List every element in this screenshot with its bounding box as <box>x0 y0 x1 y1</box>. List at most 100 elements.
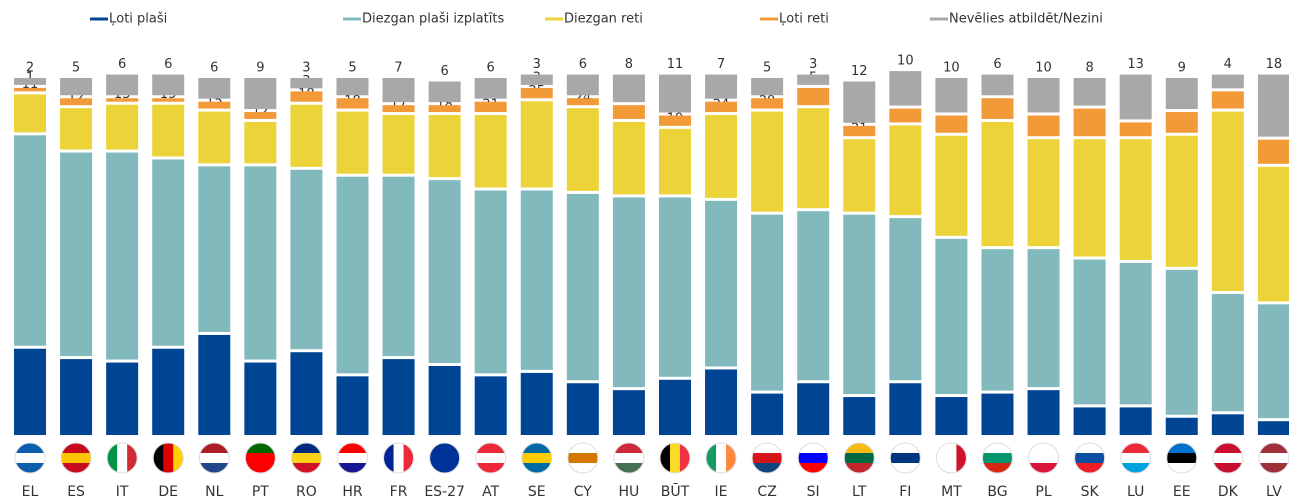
bar-segment <box>520 101 553 188</box>
bar-segment <box>843 81 876 123</box>
bar-segment <box>751 214 784 391</box>
flag-stripe <box>716 443 727 473</box>
bar-segment <box>14 78 46 85</box>
bar-segment <box>60 98 93 106</box>
flag-border <box>797 442 829 474</box>
flag-stripe <box>613 443 644 454</box>
flag-stripe <box>199 463 230 473</box>
flag <box>844 443 875 473</box>
bar-segment <box>1119 74 1152 120</box>
flag-stripe <box>475 443 506 454</box>
bar-segment <box>14 87 46 92</box>
bar-segment <box>290 169 323 350</box>
bar-segment <box>751 393 784 435</box>
flag <box>337 443 368 473</box>
bar-segment <box>1211 111 1244 291</box>
value-label: 4 <box>1224 57 1232 72</box>
flag-stripe <box>245 453 276 464</box>
bar-segment <box>935 78 968 113</box>
bar-segment <box>290 78 323 89</box>
flag-stripe <box>669 443 681 473</box>
flag-stripe <box>1074 453 1105 464</box>
flag-stripe <box>475 453 506 464</box>
bar-segment <box>1119 407 1152 435</box>
x-tick-label: IE <box>715 484 728 500</box>
value-label: 3 <box>302 61 310 76</box>
flag-stripe <box>844 453 875 464</box>
flag-stripe <box>890 453 921 464</box>
bar-segment <box>198 111 231 164</box>
bar-segment <box>981 249 1014 391</box>
legend-label: Ļoti plaši <box>109 12 167 27</box>
flag-stripe <box>1166 463 1197 473</box>
bar-segment <box>244 78 277 110</box>
flag-border <box>152 442 184 474</box>
bar-segment <box>1027 115 1060 137</box>
flag-border <box>1028 442 1060 474</box>
bar-segment <box>658 197 691 377</box>
value-label: 1 <box>26 70 34 85</box>
legend-label: Ļoti reti <box>779 12 829 27</box>
value-label: 6 <box>164 57 172 72</box>
x-tick-label: DE <box>158 484 178 500</box>
flag <box>61 443 92 473</box>
flag-stripe <box>337 463 368 473</box>
flag-border <box>521 442 553 474</box>
flag <box>659 443 690 473</box>
flag-stripe <box>982 463 1013 473</box>
bar-segment <box>1211 74 1244 89</box>
bar-segment <box>152 74 185 96</box>
bar-segment <box>935 135 968 236</box>
bar-segment <box>244 166 277 360</box>
bar-segment <box>382 78 415 103</box>
x-tick-label: LT <box>852 484 867 500</box>
bar-segment <box>520 87 553 99</box>
value-label: 2 <box>26 61 34 76</box>
x-tick-label: ES-27 <box>424 484 465 500</box>
flag-border <box>429 442 461 474</box>
bar-segment <box>797 87 830 106</box>
bar-segment <box>1027 78 1060 113</box>
flag <box>706 443 737 473</box>
value-label: 6 <box>993 57 1001 72</box>
flag-stripe <box>15 463 45 473</box>
x-tick-label: HU <box>619 484 640 500</box>
flag <box>613 443 644 473</box>
bar-segment <box>612 121 645 195</box>
bar-segment <box>60 78 93 96</box>
flag <box>291 443 322 473</box>
bar-segment <box>152 98 185 102</box>
bar-segment <box>1165 135 1198 267</box>
flag-border <box>244 442 276 474</box>
flag <box>890 443 921 473</box>
flag <box>475 443 506 473</box>
x-tick-label: FR <box>390 484 408 500</box>
bar-segment <box>1211 414 1244 435</box>
bar-segment <box>889 71 922 106</box>
flag-border <box>1212 442 1244 474</box>
bar-segment <box>1165 78 1198 110</box>
bar-segment <box>889 125 922 216</box>
flag-border <box>705 442 737 474</box>
bar-segment <box>889 218 922 381</box>
bar-segment <box>1027 139 1060 247</box>
bar-segment <box>152 104 185 157</box>
bar-segment <box>428 366 461 435</box>
flag <box>982 443 1013 473</box>
x-tick-label: HR <box>342 484 363 500</box>
bar-segment <box>428 180 461 363</box>
flag-stripe <box>107 443 118 473</box>
flag-stripe <box>61 443 92 454</box>
bar-segment <box>474 190 507 374</box>
bar-segment <box>612 390 645 435</box>
bar-segment <box>428 115 461 178</box>
flag-stripe <box>245 463 276 473</box>
flag-stripe <box>1074 443 1105 454</box>
bar-segment <box>1257 74 1289 137</box>
bar-segment <box>566 383 599 435</box>
x-tick-label: DK <box>1218 484 1239 500</box>
flag-stripe <box>117 443 128 473</box>
flag-stripe <box>1212 443 1243 454</box>
flag-border <box>14 442 46 474</box>
bar-segment <box>566 74 599 96</box>
